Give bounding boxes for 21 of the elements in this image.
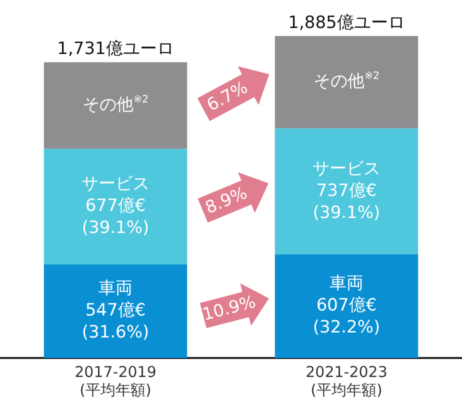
x-tick-label: 2021-2023 (平均年額) (306, 362, 388, 399)
data-label: 547億€ (31.6%) (82, 300, 150, 343)
bar (44, 62, 188, 149)
data-label: 607億€ (32.2%) (312, 296, 380, 338)
text: 車両 (330, 274, 364, 294)
total-label: 1,885億ユーロ (288, 12, 405, 33)
x-tick-label: 2017-2019 (平均年額) (74, 362, 156, 399)
annotation: 6.7% (202, 76, 252, 118)
text: サービス (312, 158, 380, 179)
data-label: 737億€ (39.1%) (312, 180, 380, 223)
bar (274, 36, 418, 128)
total-label: 1,731億ユーロ (57, 39, 174, 60)
bar (274, 254, 418, 358)
series-label: サービス (82, 174, 150, 194)
bar (44, 148, 188, 265)
bar (44, 264, 188, 358)
data-label: 677億€ (39.1%) (82, 196, 150, 238)
series-label: 車両 (98, 278, 132, 299)
bar (274, 128, 418, 254)
annotation: 8.9% (202, 182, 252, 220)
annotation: 10.9% (200, 290, 258, 327)
